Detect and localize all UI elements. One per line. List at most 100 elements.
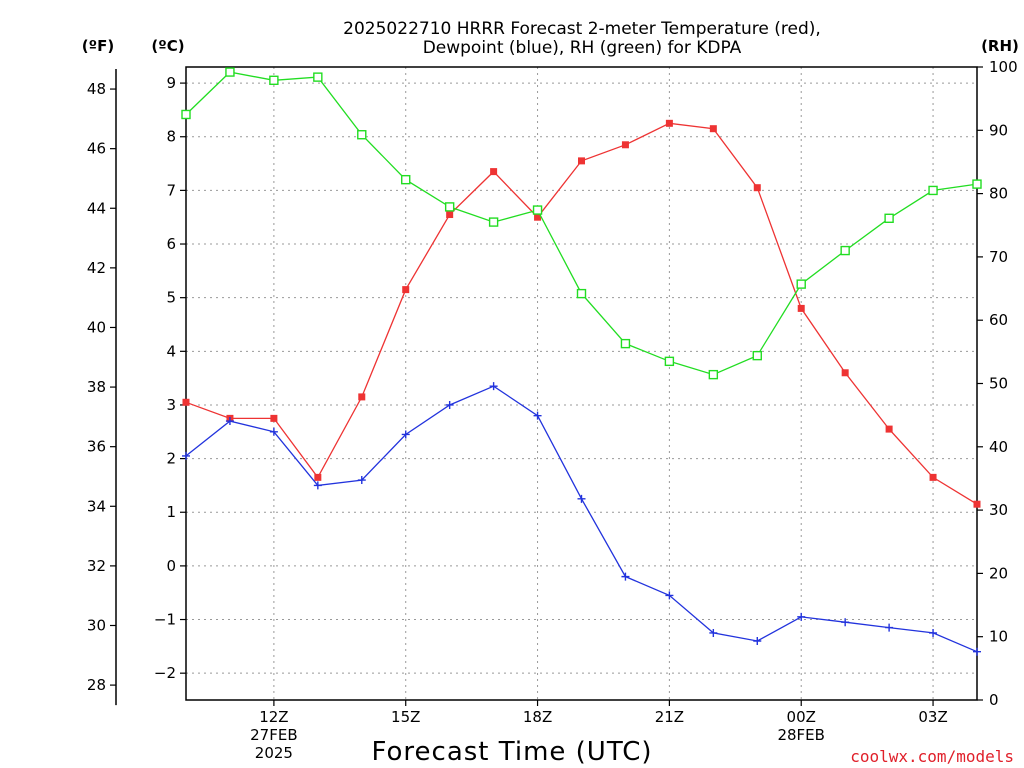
data-point [841,369,849,377]
data-point [972,179,982,189]
data-point [620,338,631,349]
rh-tick-label: 50 [989,375,1008,393]
rh-tick-label: 20 [989,564,1008,582]
data-point [797,304,805,312]
data-point [796,279,806,289]
data-point [709,628,718,637]
fahrenheit-tick-label: 30 [87,616,106,634]
data-point [489,382,498,391]
data-point [621,572,630,581]
x-tick-label: 03Z [918,708,947,726]
data-point [753,636,762,645]
data-point [225,67,235,77]
data-point [928,185,938,196]
data-point [269,427,278,436]
rh-tick-label: 70 [989,248,1008,266]
data-series [181,67,982,656]
x-axis-label: Forecast Time (UTC) [371,737,652,767]
data-point [885,623,894,632]
fahrenheit-tick-label: 42 [87,259,106,277]
rh-tick-label: 10 [989,628,1008,646]
data-point [797,612,806,621]
data-point [664,356,675,367]
series-line-2 [185,385,978,653]
data-point [929,473,937,481]
axes: 9876543210−1−248464442403836343230281009… [87,58,1018,762]
x-tick-label: 21Z [655,708,684,726]
celsius-tick-label: 5 [166,289,176,307]
data-point [357,476,366,485]
rh-tick-label: 90 [989,121,1008,139]
data-point [929,628,938,637]
data-point [401,430,410,439]
rh-tick-label: 100 [989,58,1018,76]
fahrenheit-tick-label: 44 [87,199,106,217]
data-point [402,286,410,294]
fahrenheit-tick-label: 46 [87,140,106,158]
x-tick-label: 27FEB [250,726,297,744]
celsius-tick-label: 7 [166,181,176,199]
celsius-tick-label: 4 [166,342,176,360]
chart-title-line-2: Dewpoint (blue), RH (green) for KDPA [423,38,742,58]
data-point [841,618,850,627]
celsius-tick-label: 2 [166,450,176,468]
celsius-tick-label: 1 [166,503,176,521]
data-point [401,174,411,185]
x-tick-label: 15Z [391,708,420,726]
fahrenheit-tick-label: 40 [87,318,106,336]
data-point [444,202,455,212]
celsius-tick-label: −2 [154,664,176,682]
data-point [182,451,190,460]
data-point [973,500,981,508]
data-point [270,414,278,422]
celsius-tick-label: 0 [166,557,176,575]
x-tick-label: 28FEB [777,726,824,744]
chart-title-line-1: 2025022710 HRRR Forecast 2-meter Tempera… [343,19,821,39]
data-point [665,591,674,600]
fahrenheit-tick-label: 34 [87,497,106,515]
x-tick-label: 12Z [259,708,288,726]
data-point [752,350,762,361]
data-point [269,75,279,85]
data-point [840,245,850,256]
data-point [885,425,893,433]
x-tick-label: 00Z [787,708,816,726]
fahrenheit-tick-label: 38 [87,378,106,396]
x-tick-label: 18Z [523,708,552,726]
celsius-unit-label: (ºC) [151,37,184,55]
data-point [534,213,542,221]
data-point [488,217,499,227]
data-point [576,288,587,299]
fahrenheit-tick-label: 28 [87,676,106,694]
source-credit: coolwx.com/models [850,747,1014,766]
rh-tick-label: 40 [989,438,1008,456]
data-point [446,211,454,219]
data-point [709,125,717,133]
fahrenheit-unit-label: (ºF) [82,37,114,55]
data-point [533,411,542,420]
rh-unit-label: (RH) [981,37,1019,55]
celsius-tick-label: 3 [166,396,176,414]
data-point [314,473,322,481]
data-point [973,647,981,656]
data-point [445,400,454,409]
data-point [313,481,322,490]
data-point [490,168,498,176]
data-point [665,119,673,127]
data-point [181,109,191,120]
rh-tick-label: 30 [989,501,1008,519]
fahrenheit-tick-label: 36 [87,438,106,456]
rh-tick-label: 80 [989,185,1008,203]
rh-tick-label: 0 [989,691,999,709]
data-point [532,205,543,215]
celsius-tick-label: −1 [154,611,176,629]
data-point [708,369,719,380]
series-line-3 [185,71,978,376]
data-point [358,393,366,401]
fahrenheit-tick-label: 32 [87,557,106,575]
data-point [313,72,323,82]
data-point [578,157,585,165]
celsius-tick-label: 6 [166,235,176,253]
fahrenheit-tick-label: 48 [87,80,106,98]
